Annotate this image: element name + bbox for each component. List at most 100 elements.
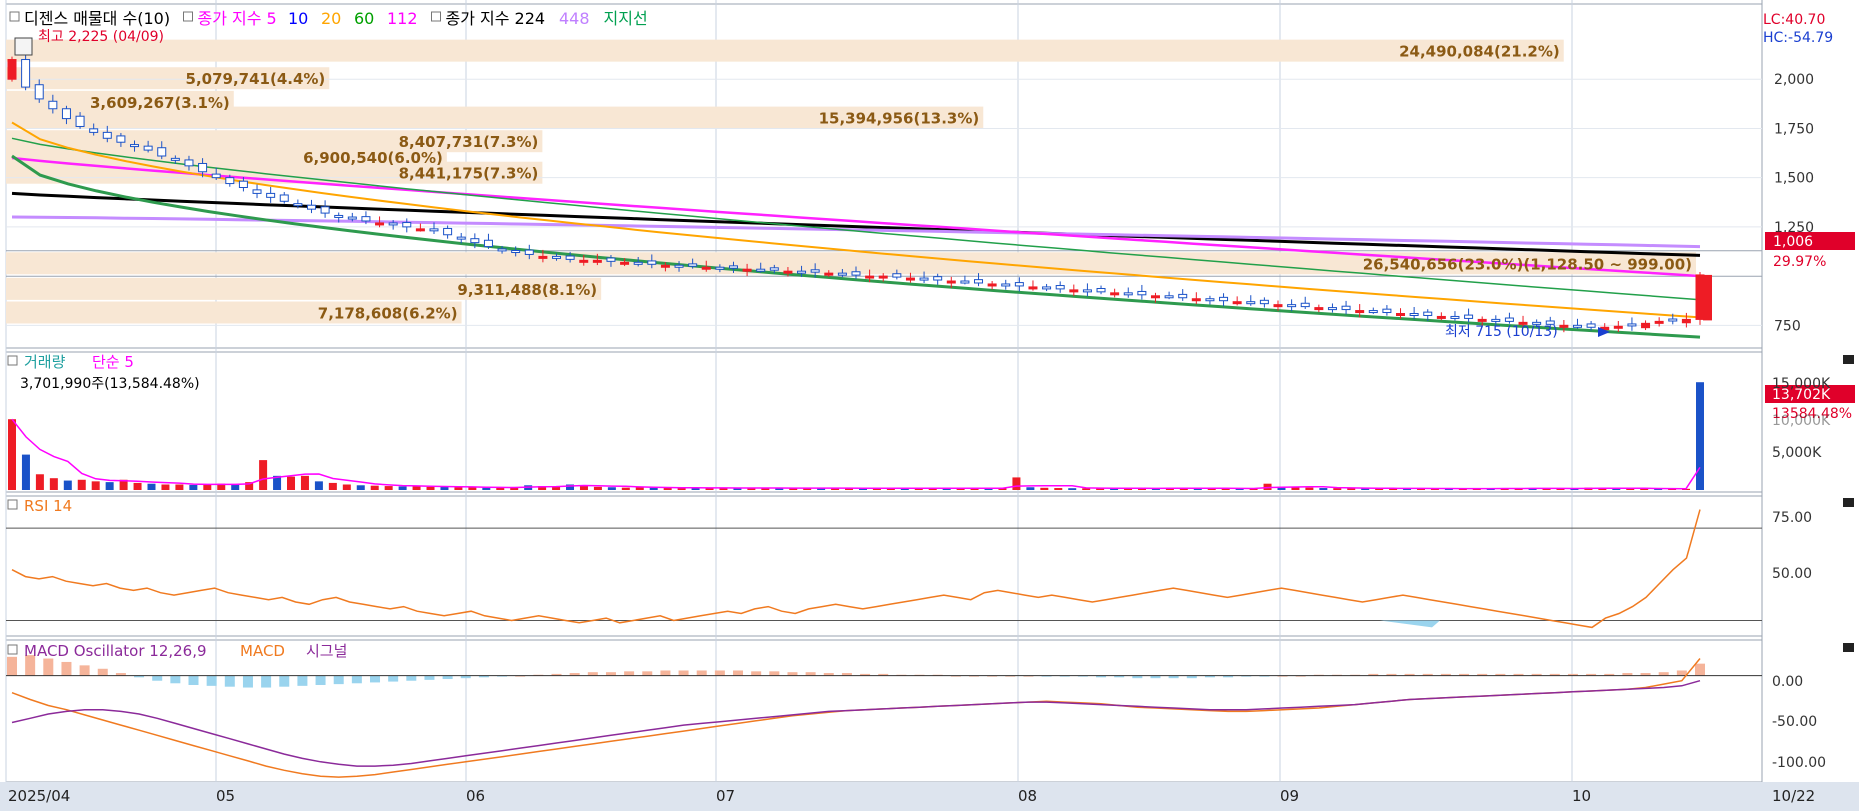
macd-oscillator-legend: MACD Oscillator 12,26,9: [24, 642, 207, 660]
candle-body: [1014, 282, 1024, 287]
legend-item-label: 112: [387, 9, 418, 28]
oscillator-bar: [7, 656, 17, 676]
volume-profile-label: 26,540,656(23.0%)(1,128.50 ~ 999.00): [1363, 255, 1692, 273]
oscillator-bar: [1477, 673, 1488, 676]
volume-profile-bar: [6, 301, 462, 324]
candle-body: [470, 238, 480, 244]
ma-448-line: [11, 215, 1701, 249]
volume-bar: [440, 487, 449, 490]
candle-body: [1028, 286, 1038, 290]
price-panel[interactable]: 2,000 1,750 1,500 1,250 750 24,490,084(21.2%…: [6, 9, 1814, 340]
volume-panel-close-button[interactable]: [1843, 355, 1854, 364]
volume-bar: [677, 488, 686, 490]
x-axis-label: 2025/04: [8, 787, 70, 805]
volume-bar: [203, 484, 212, 490]
oscillator-bar: [569, 673, 580, 676]
volume-bar: [1458, 488, 1467, 490]
oscillator-bar: [279, 675, 290, 687]
volume-bar: [287, 476, 296, 490]
volume-bar: [858, 488, 867, 490]
volume-bar: [1096, 488, 1105, 490]
x-axis[interactable]: 2025/04 05 06 07 08 09 10 10/22: [0, 782, 1859, 811]
volume-bar: [147, 483, 156, 490]
oscillator-bar: [261, 675, 272, 688]
high-price-label: 최고 2,225 (04/09): [38, 29, 164, 45]
volume-profile-bar: [6, 39, 1564, 62]
volume-bar: [998, 488, 1007, 490]
candle-body: [1545, 320, 1555, 325]
candle-body: [320, 206, 330, 214]
candle-body: [456, 236, 466, 240]
calculator-icon[interactable]: [14, 37, 33, 56]
candle-body: [347, 216, 357, 220]
volume-bar: [1207, 488, 1216, 490]
panel-controls[interactable]: [14, 37, 1854, 652]
volume-ma-polyline: [11, 418, 1701, 490]
candle-body: [1164, 295, 1174, 299]
candle-body: [974, 279, 984, 284]
current-change-value: 29.97%: [1773, 254, 1826, 270]
volume-profile-bar: [6, 67, 330, 90]
candle-body: [1001, 283, 1011, 287]
volume-bar: [956, 488, 965, 490]
legend-marker-icon: [9, 11, 20, 22]
oscillator-bar: [1640, 673, 1651, 676]
volume-bar: [1319, 488, 1328, 490]
candle-body: [742, 268, 752, 272]
volume-profile: [6, 39, 1696, 324]
oscillator-bar: [1114, 675, 1125, 678]
candle-body: [1327, 307, 1337, 311]
rsi-panel[interactable]: RSI 14 75.00 50.00: [6, 497, 1812, 629]
volume-bar: [538, 486, 547, 490]
candle-body: [48, 100, 58, 110]
volume-bar: [691, 487, 700, 490]
volume-profile-bar: [6, 277, 602, 300]
candle-body: [987, 283, 997, 287]
oscillator-bar: [769, 671, 780, 676]
volume-bar: [831, 488, 840, 490]
oscillator-bar: [1150, 675, 1161, 679]
volume-panel[interactable]: 거래량 단순 5 3,701,990주(13,584.48%) 13,702K …: [7, 353, 1855, 490]
oscillator-bar: [315, 675, 326, 685]
candle-body: [483, 239, 493, 248]
volume-bar: [705, 488, 714, 490]
oscillator-bar: [1223, 675, 1234, 678]
volume-bar: [1235, 488, 1244, 490]
volume-bar: [719, 487, 728, 490]
oscillator-bar: [605, 672, 616, 676]
candle-body: [688, 263, 698, 267]
oscillator-bar: [878, 673, 889, 676]
oscillator-bar: [1422, 673, 1433, 676]
lc-label: LC:40.70: [1763, 12, 1825, 28]
price-tick-label: 1,750: [1774, 121, 1814, 137]
candle-body: [892, 273, 902, 278]
low-arrow-icon: [1598, 327, 1610, 337]
candle-body: [783, 270, 793, 274]
x-axis-bar: [0, 782, 1859, 811]
volume-bar: [496, 487, 505, 490]
macd-panel[interactable]: MACD Oscillator 12,26,9 MACD 시그널 0.00 -5…: [6, 642, 1826, 778]
volume-bar: [63, 480, 72, 490]
candle-body: [1287, 304, 1297, 308]
volume-bar: [468, 487, 477, 490]
candle-body: [728, 265, 738, 269]
volume-tick-15000k: 15,000K: [1772, 376, 1831, 392]
candle-body: [1436, 315, 1446, 319]
ma-60-line: [11, 137, 1701, 301]
volume-bar: [635, 487, 644, 490]
candle-body: [1477, 318, 1487, 322]
rsi-polyline: [11, 509, 1701, 629]
oscillator-bar: [714, 670, 725, 676]
candle-body: [1586, 323, 1596, 328]
candle-body: [143, 145, 153, 151]
volume-bar: [314, 481, 323, 490]
volume-profile-label: 8,407,731(7.3%): [399, 133, 539, 151]
candle-body: [1069, 289, 1079, 293]
macd-panel-close-button[interactable]: [1843, 643, 1854, 652]
oscillator-bar: [1695, 663, 1705, 676]
candle-body-latest: [1703, 274, 1712, 321]
volume-bar: [384, 486, 393, 490]
candle-body: [238, 180, 248, 188]
volume-bar: [1570, 488, 1579, 490]
rsi-panel-close-button[interactable]: [1843, 498, 1854, 507]
